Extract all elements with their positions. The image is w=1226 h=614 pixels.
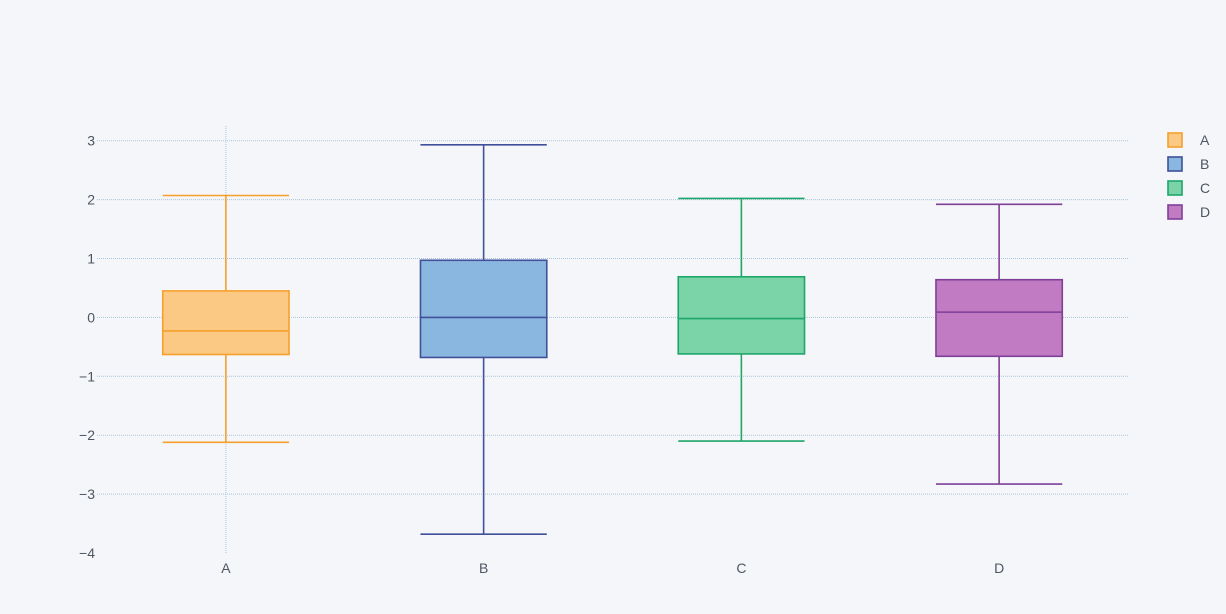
legend-swatch — [1167, 204, 1183, 220]
box-a[interactable] — [161, 194, 290, 444]
x-tick-label: A — [221, 560, 231, 576]
y-axis-ticks: 3 2 1 0 −1 −2 −3 −4 — [79, 133, 95, 561]
x-tick-label: B — [479, 560, 488, 576]
legend-swatch — [1167, 156, 1183, 172]
interquartile-box — [419, 259, 548, 359]
box-b[interactable] — [419, 144, 548, 535]
legend-label: B — [1200, 156, 1209, 172]
y-tick-label: 3 — [87, 133, 95, 149]
interquartile-box — [677, 275, 806, 355]
y-tick-label: 2 — [87, 192, 95, 208]
legend-label: C — [1200, 180, 1210, 196]
legend-item-b[interactable]: B — [1167, 156, 1209, 172]
interquartile-box — [161, 290, 290, 356]
y-tick-label: −3 — [79, 486, 95, 502]
x-tick-label: D — [994, 560, 1004, 576]
legend-label: A — [1200, 132, 1210, 148]
legend-item-c[interactable]: C — [1167, 180, 1210, 196]
legend-item-a[interactable]: A — [1167, 132, 1210, 148]
legend-swatch — [1167, 132, 1183, 148]
x-axis-ticks: A B C D — [221, 560, 1004, 576]
x-tick-label: C — [736, 560, 746, 576]
box-c[interactable] — [677, 197, 806, 442]
box-series — [161, 144, 1064, 535]
y-tick-label: −4 — [79, 545, 95, 561]
y-tick-label: −1 — [79, 368, 95, 384]
box-d[interactable] — [935, 203, 1064, 485]
legend-swatch — [1167, 180, 1183, 196]
legend-item-d[interactable]: D — [1167, 204, 1210, 220]
y-tick-label: −2 — [79, 427, 95, 443]
y-tick-label: 1 — [87, 251, 95, 267]
interquartile-box — [935, 278, 1064, 358]
y-tick-label: 0 — [87, 309, 95, 325]
legend-label: D — [1200, 204, 1210, 220]
